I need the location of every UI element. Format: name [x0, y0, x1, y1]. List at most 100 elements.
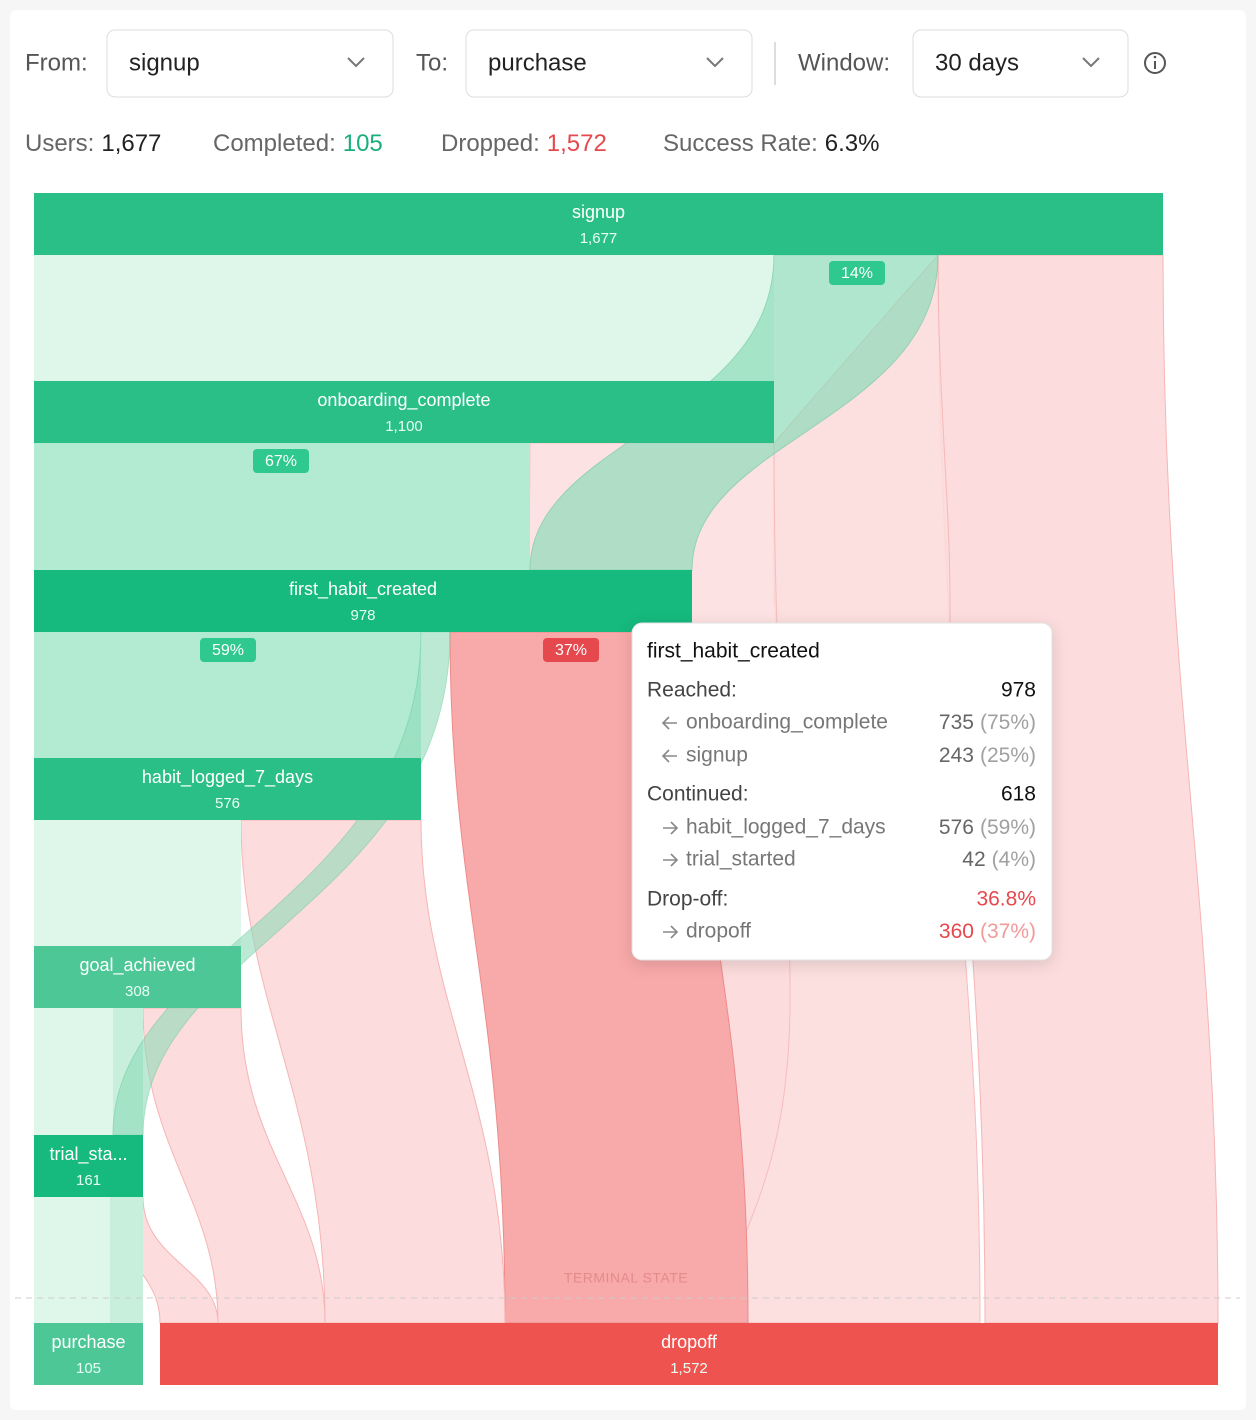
node-bar	[34, 193, 1163, 255]
select-value[interactable]: 30 days	[935, 49, 1019, 76]
section-value: 36.8%	[976, 888, 1036, 911]
node-count: 1,100	[385, 418, 423, 435]
node: first_habit_created 978	[34, 570, 692, 632]
node-label: onboarding_complete	[317, 390, 490, 411]
section-value: 618	[1001, 783, 1036, 806]
node-label: goal_achieved	[79, 955, 195, 976]
arrow-icon	[663, 925, 679, 939]
node-label: habit_logged_7_days	[142, 767, 313, 788]
select-box[interactable]	[106, 29, 394, 98]
flow-badge	[829, 261, 885, 285]
flow	[34, 1008, 113, 1135]
control-label: Window:	[798, 49, 890, 76]
row-label: signup	[686, 744, 748, 767]
section-label: Continued:	[647, 783, 749, 806]
section-value: 978	[1001, 679, 1036, 702]
stat-value: 1,677	[101, 130, 161, 157]
flow	[34, 820, 241, 946]
flow-badge	[200, 638, 256, 662]
row-share: (59%)	[980, 816, 1036, 839]
row-value: 42 (4%)	[962, 848, 1036, 871]
chevron[interactable]	[347, 57, 365, 68]
stat-value: 105	[343, 130, 383, 157]
row-share: (4%)	[992, 848, 1036, 871]
stat-label: Success Rate:	[663, 130, 818, 157]
stat: Success Rate: 6.3%	[663, 130, 879, 157]
node-count: 978	[350, 607, 375, 624]
stat-label: Users:	[25, 130, 94, 157]
chevron[interactable]	[1082, 57, 1100, 68]
node: signup 1,677	[34, 193, 1163, 255]
stat: Completed: 105	[213, 130, 383, 157]
tooltip: first_habit_created Reached: 978 onboarding…	[631, 622, 1053, 961]
node-bar	[34, 381, 774, 443]
node-count: 1,572	[670, 1360, 708, 1377]
node-bar	[34, 570, 692, 632]
row-count: 360	[939, 920, 974, 943]
tooltip-box	[631, 622, 1053, 961]
node-label: first_habit_created	[289, 579, 437, 600]
control-label: To:	[416, 49, 448, 76]
node-bar	[34, 758, 421, 820]
node-count: 576	[215, 795, 240, 812]
node-label: signup	[572, 202, 625, 222]
flow-badge	[543, 638, 599, 662]
select[interactable]: purchase	[465, 29, 753, 98]
node: habit_logged_7_days 576	[34, 758, 421, 820]
flow	[34, 255, 774, 381]
flow	[34, 443, 530, 570]
select[interactable]: signup	[106, 29, 394, 98]
row-label: trial_started	[686, 848, 796, 871]
node-bar	[34, 946, 241, 1008]
select[interactable]: 30 days	[912, 29, 1129, 98]
select-box[interactable]	[465, 29, 753, 98]
node: trial_sta... 161	[34, 1135, 143, 1197]
stat: Users: 1,677	[25, 130, 161, 157]
node-bar	[160, 1323, 1218, 1385]
flow	[34, 632, 421, 758]
row-count: 576	[939, 816, 974, 839]
arrow-icon	[661, 716, 677, 730]
flow-label: 59%	[212, 642, 244, 659]
node-bar	[34, 1135, 143, 1197]
arrow-icon	[663, 853, 679, 867]
control-label: From:	[25, 49, 88, 76]
node-bar	[34, 1323, 143, 1385]
row-label: onboarding_complete	[686, 711, 888, 734]
row-share: (37%)	[980, 920, 1036, 943]
stat-value: 1,572	[547, 130, 607, 157]
stat: Dropped: 1,572	[441, 130, 607, 157]
row-label: dropoff	[686, 920, 751, 943]
node: dropoff 1,572	[160, 1323, 1218, 1385]
row-value: 576 (59%)	[939, 816, 1036, 839]
node-count: 1,677	[580, 230, 618, 247]
node-label: dropoff	[661, 1332, 718, 1352]
flow-label: 37%	[555, 642, 587, 659]
node: onboarding_complete 1,100	[34, 381, 774, 443]
row-count: 243	[939, 744, 974, 767]
stat-label: Completed:	[213, 130, 336, 157]
section-label: Drop-off:	[647, 888, 728, 911]
select-value[interactable]: purchase	[488, 49, 587, 76]
stat-label: Dropped:	[441, 130, 540, 157]
section-label: Reached:	[647, 679, 737, 702]
row-label: habit_logged_7_days	[686, 816, 886, 839]
flow	[110, 1197, 143, 1323]
select-box[interactable]	[912, 29, 1129, 98]
node-label: trial_sta...	[49, 1144, 127, 1165]
stat-value: 6.3%	[825, 130, 880, 157]
row-count: 42	[962, 848, 985, 871]
chevron[interactable]	[706, 57, 724, 68]
row-value: 243 (25%)	[939, 744, 1036, 767]
select-value[interactable]: signup	[129, 49, 200, 76]
flow-label: 14%	[841, 265, 873, 282]
row-value: 360 (37%)	[939, 920, 1036, 943]
node-count: 308	[125, 983, 150, 1000]
flow-label: 67%	[265, 453, 297, 470]
terminal-label: TERMINAL STATE	[564, 1270, 688, 1286]
arrow-icon	[663, 821, 679, 835]
flow-badge	[253, 449, 309, 473]
info-icon[interactable]	[1144, 52, 1166, 74]
